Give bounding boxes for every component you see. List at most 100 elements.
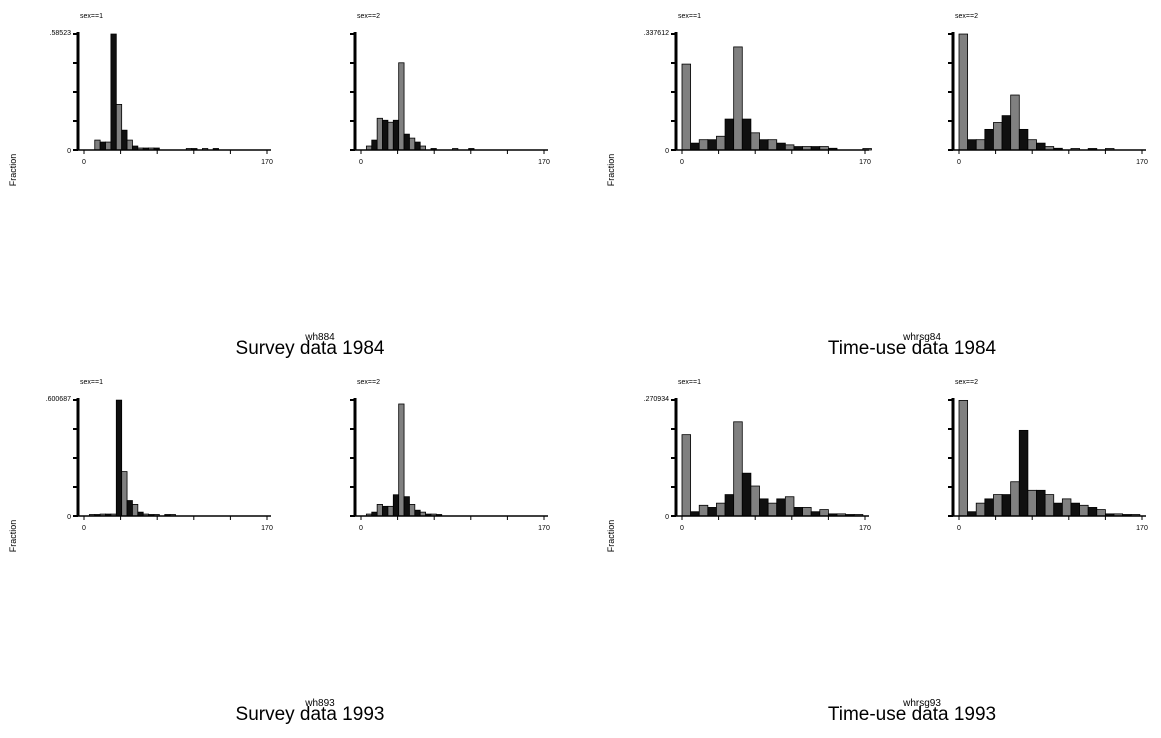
panel-caption: whrsg84 Time-use data 1984	[702, 332, 1122, 359]
histogram-bar	[741, 472, 752, 517]
subplot-title: sex==2	[955, 13, 978, 20]
histogram-bar	[819, 509, 829, 517]
x-tick-label: 0	[957, 159, 961, 166]
histogram-bar	[1001, 494, 1012, 517]
histogram-bar	[398, 403, 405, 517]
histogram-bar	[1036, 489, 1046, 517]
histogram-bar	[1044, 494, 1055, 517]
x-tick-label: 0	[957, 525, 961, 532]
y-tick-label: .600687	[46, 396, 71, 403]
histogram-bar	[741, 118, 752, 151]
histogram-bar	[724, 494, 735, 517]
histogram-bar	[409, 137, 416, 151]
histogram-bar	[387, 505, 394, 517]
histogram-bar	[724, 118, 735, 151]
histogram-bar	[776, 142, 786, 151]
panel-caption: wh884 Survey data 1984	[100, 332, 520, 359]
x-tick-label: 170	[859, 159, 871, 166]
histogram-bar	[975, 502, 986, 517]
x-tick-label: 170	[538, 159, 550, 166]
histogram-bar	[387, 121, 394, 151]
subplot-title: sex==1	[80, 379, 103, 386]
histogram-bar	[767, 139, 778, 151]
histogram-bar	[716, 502, 726, 517]
histogram-bar	[110, 33, 117, 151]
histogram-bar	[1018, 128, 1029, 151]
histogram-bar	[1010, 94, 1020, 151]
histogram-bar	[105, 141, 112, 151]
histogram-bar	[392, 119, 400, 151]
y-axis-label: Fraction	[8, 154, 18, 187]
histogram-bar	[414, 141, 421, 151]
histogram-bar	[1061, 498, 1072, 517]
histogram-bar	[750, 485, 760, 517]
histogram-bar	[126, 139, 133, 151]
histogram-bar	[993, 494, 1003, 517]
histogram-bar	[681, 434, 692, 517]
histogram-bar	[403, 496, 410, 517]
histogram-bar	[784, 496, 795, 517]
histogram-bar	[698, 504, 709, 517]
histogram-bar	[376, 117, 383, 151]
histogram-bar	[759, 139, 769, 151]
histogram-bar	[1027, 139, 1037, 151]
histogram-bar	[1087, 507, 1098, 517]
panel-variable-name: wh893	[305, 698, 335, 709]
panel-variable-name: whrsg93	[903, 698, 941, 709]
histogram-bar	[784, 144, 795, 151]
x-tick-label: 170	[261, 525, 273, 532]
panel-title: Time-use data 1993	[827, 704, 997, 725]
histogram-bar	[958, 33, 969, 151]
x-tick-label: 170	[1136, 525, 1148, 532]
histogram-bar	[1079, 504, 1089, 517]
histogram-bar	[767, 502, 778, 517]
histogram-bar	[121, 129, 128, 151]
histogram-bar	[1018, 429, 1029, 517]
x-tick-label: 0	[359, 159, 363, 166]
subplot-title: sex==1	[678, 379, 701, 386]
histogram-bar	[984, 498, 994, 517]
panel-caption: whrsg93 Time-use data 1993	[702, 698, 1122, 725]
histogram-bar	[1053, 502, 1063, 517]
histogram-bar	[733, 421, 743, 517]
histogram-bar	[759, 498, 769, 517]
histogram-bar	[750, 132, 760, 151]
panel-variable-name: whrsg84	[903, 332, 941, 343]
y-tick-label: .58523	[50, 30, 72, 37]
subplot-title: sex==2	[357, 13, 380, 20]
panel-caption: wh893 Survey data 1993	[100, 698, 520, 725]
x-tick-label: 0	[680, 159, 684, 166]
histogram-bar	[132, 504, 139, 517]
histogram-bar	[392, 494, 400, 517]
histogram-bar	[1036, 142, 1046, 151]
x-tick-label: 0	[82, 525, 86, 532]
histogram-bar	[115, 399, 123, 517]
histogram-bar	[99, 141, 106, 151]
histogram-bar	[984, 128, 994, 151]
histogram-bar	[733, 46, 743, 151]
histogram-bar	[115, 104, 123, 151]
histogram-bar	[967, 139, 977, 151]
y-tick-label: 0	[67, 514, 71, 521]
histogram-bar	[958, 399, 969, 517]
x-tick-label: 0	[82, 159, 86, 166]
panel-variable-name: wh884	[305, 332, 335, 343]
x-tick-label: 170	[261, 159, 273, 166]
y-tick-label: 0	[665, 148, 669, 155]
histogram-bar	[1010, 481, 1020, 517]
x-tick-label: 170	[1136, 159, 1148, 166]
histogram-bar	[1070, 502, 1080, 517]
histogram-bar	[371, 139, 378, 151]
histogram-bar	[1096, 509, 1106, 517]
histogram-bar	[707, 139, 717, 151]
histogram-bar	[1001, 115, 1012, 151]
subplot-title: sex==1	[80, 13, 103, 20]
histogram-bar	[403, 133, 410, 151]
x-tick-label: 0	[680, 525, 684, 532]
histogram-bar	[398, 62, 405, 151]
histogram-bar	[993, 122, 1003, 151]
histogram-bar	[414, 509, 421, 517]
histogram-bar	[1027, 489, 1037, 517]
